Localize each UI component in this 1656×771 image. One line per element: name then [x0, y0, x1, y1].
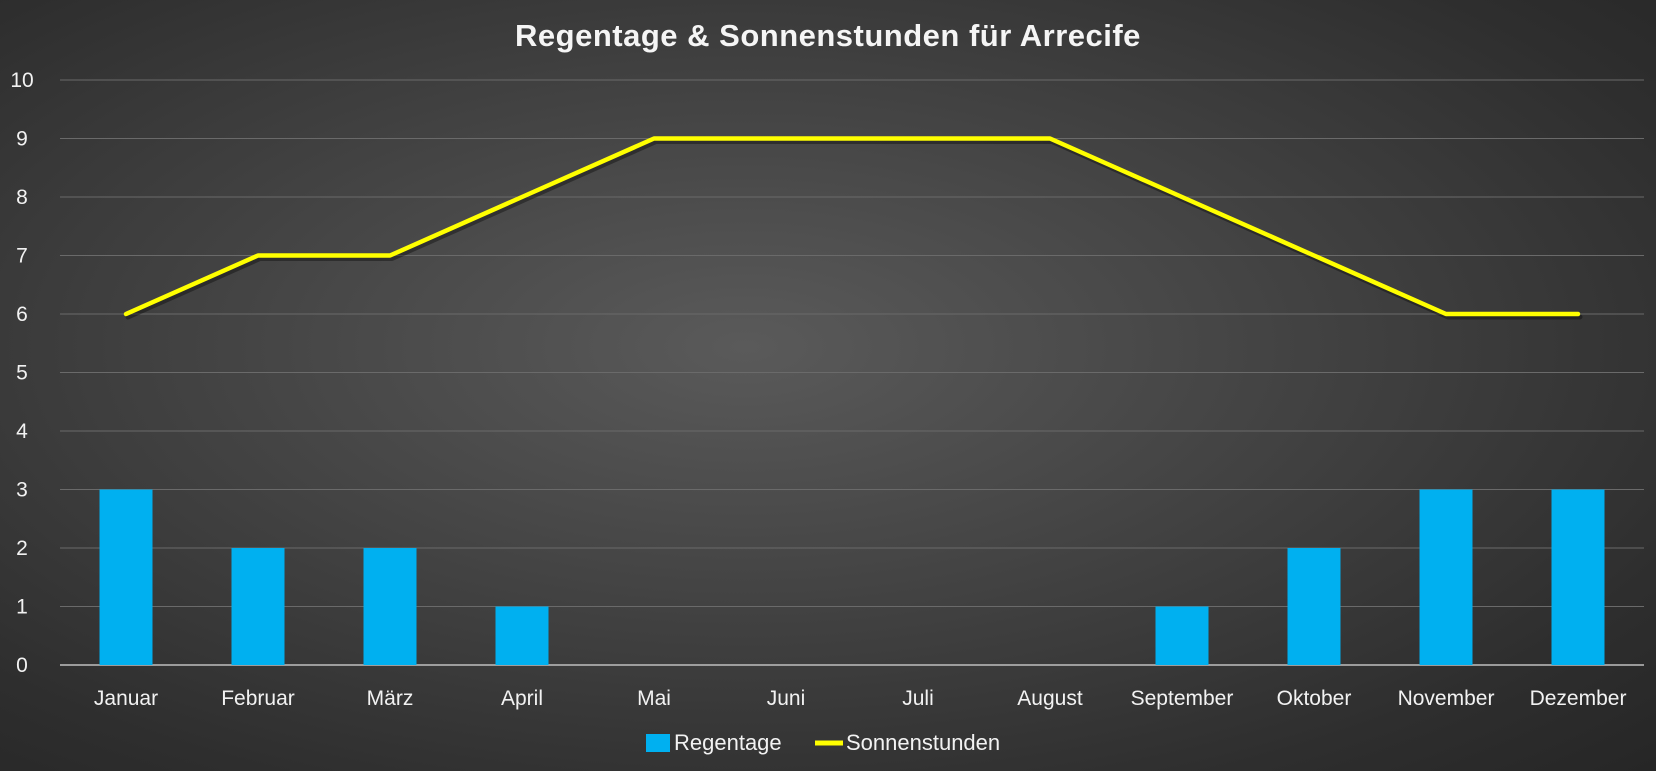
y-tick-label: 2 — [16, 537, 28, 560]
legend: Regentage Sonnenstunden — [646, 730, 1000, 755]
x-tick-label: Januar — [94, 687, 158, 710]
bar-regentage-2 — [231, 548, 285, 665]
y-tick-label: 6 — [16, 303, 28, 326]
y-tick-label: 7 — [16, 245, 28, 268]
line-shadow — [125, 139, 1583, 320]
bar-series-regentage — [99, 489, 1605, 665]
x-tick-label: Oktober — [1277, 687, 1352, 710]
bar-regentage-10 — [1287, 548, 1341, 665]
x-tick-label: Dezember — [1530, 687, 1627, 710]
legend-swatch-regentage — [646, 734, 670, 752]
x-tick-label: Juni — [767, 687, 806, 710]
x-tick-label: September — [1131, 687, 1234, 710]
x-tick-label: August — [1017, 687, 1083, 710]
y-tick-label: 0 — [16, 654, 28, 677]
y-tick-label: 5 — [16, 362, 28, 385]
legend-label-sonnenstunden: Sonnenstunden — [846, 730, 1000, 755]
y-tick-label: 9 — [16, 128, 28, 151]
bar-regentage-4 — [495, 606, 549, 665]
x-tick-label: Mai — [637, 687, 671, 710]
chart-title: Regentage & Sonnenstunden für Arrecife — [515, 18, 1141, 53]
x-tick-label: April — [501, 687, 543, 710]
x-tick-label: November — [1398, 687, 1495, 710]
y-tick-label: 1 — [16, 596, 28, 619]
x-tick-label: Februar — [221, 687, 295, 710]
x-axis: Januar Februar März April Mai Juni Juli August S… — [94, 687, 1627, 710]
gridlines — [60, 79, 1644, 666]
y-axis: 0 1 2 3 4 5 6 7 8 9 10 — [10, 69, 33, 677]
y-tick-label: 8 — [16, 186, 28, 209]
y-tick-label: 10 — [10, 69, 33, 92]
y-tick-label: 3 — [16, 479, 28, 502]
bar-regentage-3 — [363, 548, 417, 665]
bar-regentage-12 — [1551, 489, 1605, 665]
x-tick-label: Juli — [902, 687, 934, 710]
line-sonnenstunden — [123, 136, 1581, 317]
bar-regentage-11 — [1419, 489, 1473, 665]
bar-regentage-1 — [99, 489, 153, 665]
x-tick-label: März — [367, 687, 414, 710]
line-series-sonnenstunden — [123, 136, 1583, 320]
bar-regentage-9 — [1155, 606, 1209, 665]
y-tick-label: 4 — [16, 420, 28, 443]
legend-label-regentage: Regentage — [674, 730, 782, 755]
